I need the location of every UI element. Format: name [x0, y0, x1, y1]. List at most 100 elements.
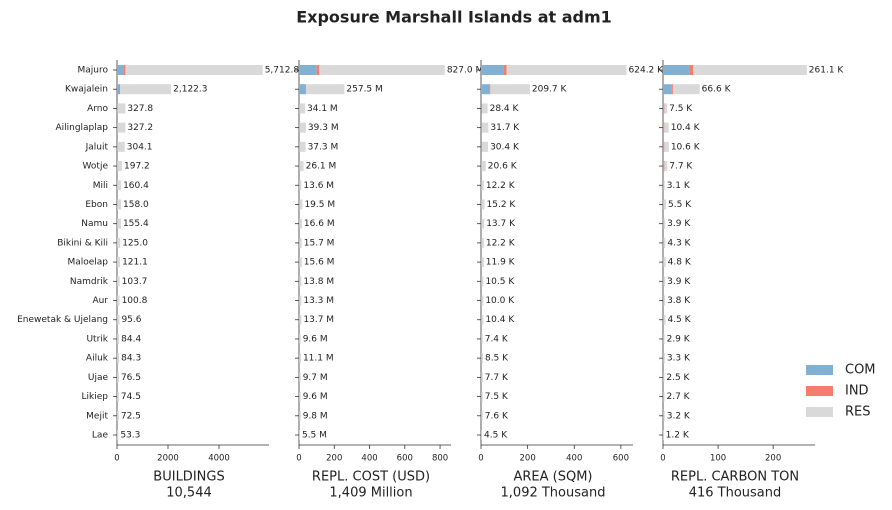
value-label: 15.6 M: [304, 258, 335, 268]
bar-segment: [117, 372, 119, 383]
legend-label: RES: [845, 405, 871, 420]
bar-segment: [663, 103, 665, 114]
category-label: Namdrik: [70, 277, 109, 287]
x-axis-label: BUILDINGS: [153, 470, 224, 485]
bar-segment: [481, 410, 483, 421]
bar-segment: [481, 103, 482, 114]
bar-segment: [117, 430, 119, 440]
bar-segment: [481, 372, 483, 383]
bar-segment: [663, 257, 664, 268]
value-label: 5.5 M: [302, 431, 327, 441]
value-label: 624.2 K: [629, 66, 665, 76]
value-label: 53.3: [120, 431, 140, 441]
category-label: Likiep: [82, 392, 109, 402]
value-label: 261.1 K: [809, 66, 845, 76]
category-label: Namu: [81, 219, 108, 229]
value-label: 12.2 K: [486, 181, 516, 191]
bar-segment: [663, 333, 665, 344]
x-axis-total: 1,092 Thousand: [501, 486, 606, 501]
value-label: 3.8 K: [667, 296, 691, 306]
bar-segment: [481, 257, 484, 268]
bar-segment: [689, 65, 694, 75]
bar-segment: [117, 353, 120, 364]
x-tick-label: 600: [613, 454, 629, 464]
bar-segment: [299, 199, 303, 210]
bar-segment: [481, 161, 486, 172]
value-label: 15.7 M: [304, 238, 335, 248]
bar-segment: [299, 276, 302, 287]
value-label: 4.5 K: [667, 315, 691, 325]
value-label: 9.6 M: [303, 334, 328, 344]
category-label: Ailinglaplap: [55, 123, 108, 133]
bar-segment: [506, 65, 627, 75]
category-label: Arno: [87, 104, 108, 114]
bar-segment: [117, 410, 119, 421]
bar-segment: [663, 180, 665, 191]
bar-segment: [117, 295, 120, 306]
bar-segment: [481, 353, 483, 364]
value-label: 3.9 K: [667, 219, 691, 229]
x-tick-label: 800: [432, 454, 448, 464]
value-label: 8.5 K: [485, 354, 509, 364]
bar-segment: [299, 65, 317, 75]
value-label: 209.7 K: [532, 85, 568, 95]
bar-segment: [663, 237, 666, 248]
bar-segment: [503, 65, 507, 75]
value-label: 1.2 K: [666, 431, 690, 441]
legend-label: COM: [845, 363, 876, 378]
category-label: Ujae: [88, 373, 109, 383]
value-label: 197.2: [124, 162, 150, 172]
value-label: 121.1: [122, 258, 148, 268]
value-label: 10.0 K: [485, 296, 515, 306]
value-label: 100.8: [122, 296, 148, 306]
x-tick-label: 0: [660, 454, 665, 464]
x-axis-label: REPL. COST (USD): [312, 470, 430, 485]
category-label: Mejit: [86, 411, 108, 421]
bar-segment: [299, 161, 304, 172]
value-label: 7.6 K: [485, 411, 509, 421]
bar-segment: [672, 84, 700, 95]
bar-segment: [663, 353, 665, 364]
x-tick-label: 0: [296, 454, 301, 464]
category-label: Lae: [92, 431, 109, 441]
value-label: 7.7 K: [669, 162, 693, 172]
category-label: Mili: [93, 181, 108, 191]
bar-segment: [482, 141, 489, 152]
bar-segment: [117, 257, 121, 268]
bar-segment: [299, 430, 300, 440]
bar-segment: [306, 84, 345, 95]
value-label: 19.5 M: [304, 200, 335, 210]
bar-segment: [481, 199, 485, 210]
bar-segment: [663, 218, 666, 229]
value-label: 4.8 K: [668, 258, 692, 268]
bar-segment: [490, 84, 530, 95]
value-label: 12.2 K: [486, 238, 516, 248]
bar-segment: [663, 161, 664, 172]
x-tick-label: 400: [361, 454, 377, 464]
value-label: 3.2 K: [667, 411, 691, 421]
value-label: 5,712.8: [265, 66, 300, 76]
value-label: 7.7 K: [485, 373, 509, 383]
value-label: 13.7 K: [486, 219, 516, 229]
legend-swatch: [806, 365, 833, 375]
bar-segment: [481, 333, 483, 344]
bar-segment: [664, 141, 669, 152]
bar-segment: [117, 141, 125, 152]
bar-segment: [299, 314, 302, 325]
value-label: 160.4: [123, 181, 149, 191]
category-label: Kwajalein: [65, 85, 108, 95]
category-label: Jaluit: [85, 142, 109, 152]
category-label: Majuro: [78, 66, 109, 76]
value-label: 76.5: [121, 373, 141, 383]
x-tick-label: 200: [520, 454, 536, 464]
bar-segment: [481, 65, 504, 75]
bar-segment: [117, 276, 120, 287]
bar-segment: [299, 122, 300, 133]
value-label: 13.8 M: [303, 277, 334, 287]
x-tick-label: 600: [397, 454, 413, 464]
value-label: 5.5 K: [668, 200, 692, 210]
category-label: Ailuk: [86, 354, 109, 364]
figure-title: Exposure Marshall Islands at adm1: [296, 8, 612, 27]
value-label: 39.3 M: [308, 123, 339, 133]
value-label: 158.0: [123, 200, 149, 210]
